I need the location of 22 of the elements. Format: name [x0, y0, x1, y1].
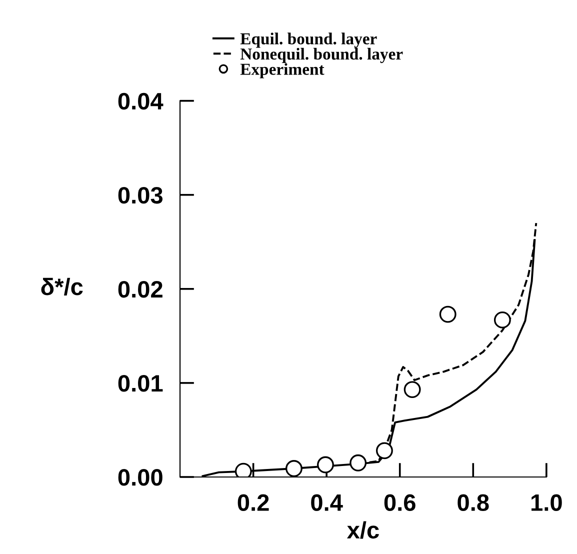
- point: [404, 381, 421, 398]
- x-axis-title: x/c: [346, 521, 379, 539]
- x-tick-label: 1.0: [531, 494, 562, 512]
- legend-label: Nonequil. bound. layer: [240, 48, 403, 64]
- y-tick-label: 0.00: [118, 469, 162, 486]
- point: [350, 454, 367, 472]
- legend-label: Equil. bound. layer: [240, 32, 377, 48]
- legend-label: Experiment: [240, 63, 324, 78]
- y-tick-label: 0.02: [118, 280, 162, 298]
- point: [439, 306, 456, 323]
- y-tick-label: 0.03: [118, 186, 163, 204]
- point: [317, 456, 334, 474]
- y-tick-label: 0.04: [118, 92, 164, 110]
- point: [286, 460, 302, 477]
- y-axis-title: δ*/c: [41, 278, 83, 296]
- point: [494, 311, 511, 328]
- x-tick-label: 0.4: [311, 494, 343, 512]
- x-tick-label: 0.2: [238, 494, 269, 512]
- x-tick-label: 0.6: [384, 494, 416, 512]
- x-tick-label: 0.8: [458, 494, 489, 512]
- point: [376, 442, 393, 460]
- y-tick-label: 0.01: [118, 375, 163, 392]
